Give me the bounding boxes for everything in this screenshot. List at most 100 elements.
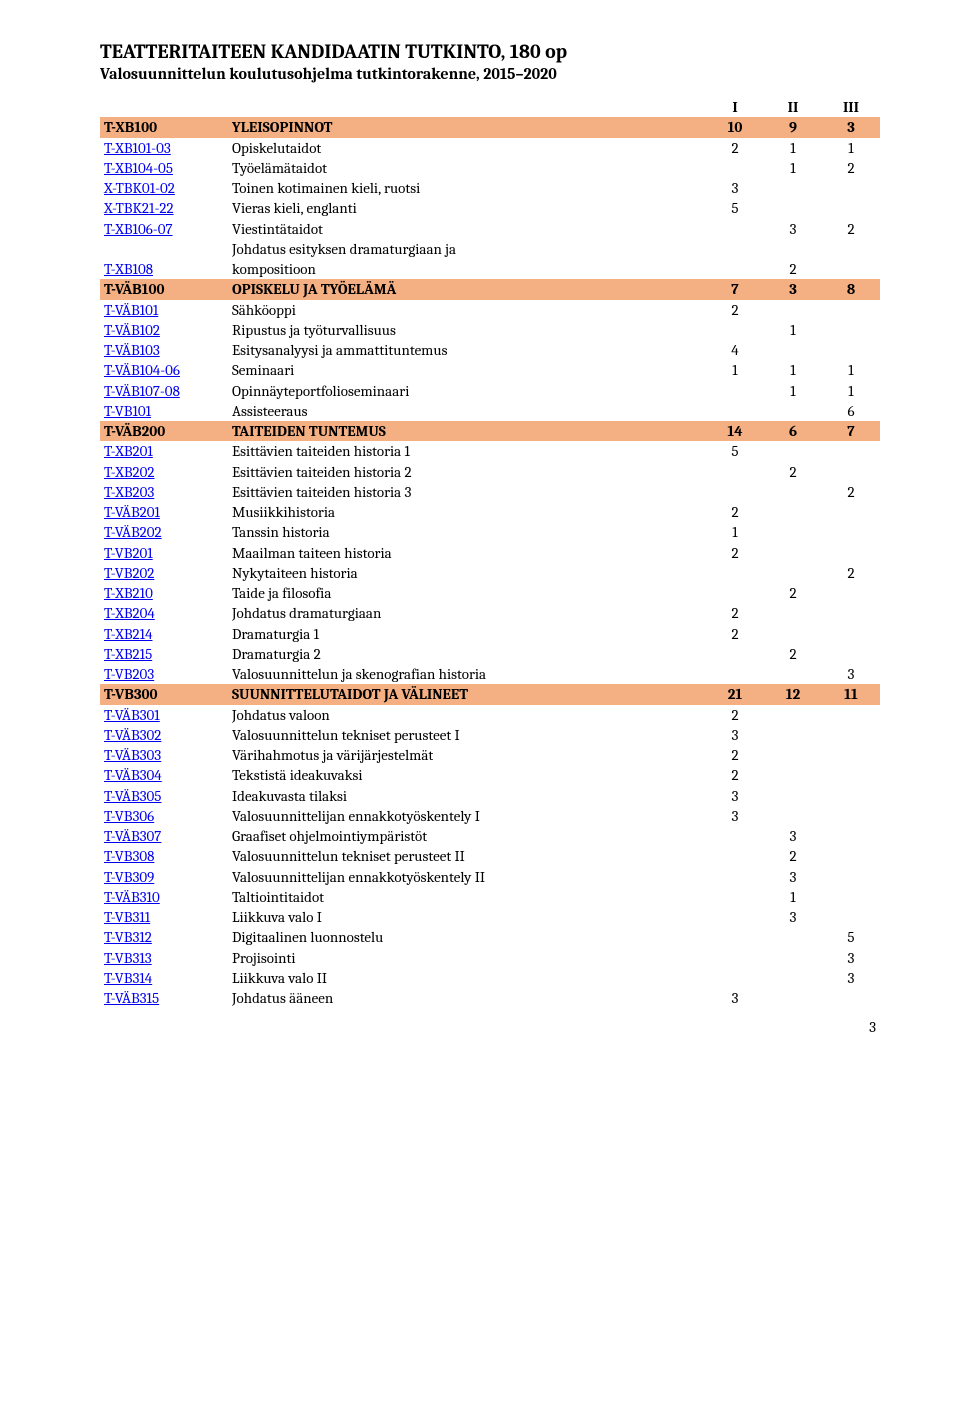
credits-col-2 <box>764 745 822 765</box>
credits-col-3 <box>822 644 880 664</box>
table-row: T-VÄB107-08Opinnäyteportfolioseminaari11 <box>100 381 880 401</box>
credits-col-1 <box>706 948 764 968</box>
credits-col-1: 2 <box>706 300 764 320</box>
credits-col-2 <box>764 401 822 421</box>
course-code-link[interactable]: T-XB215 <box>104 645 152 663</box>
course-label: YLEISOPINNOT <box>228 117 706 137</box>
credits-col-2 <box>764 563 822 583</box>
credits-col-1: 10 <box>706 117 764 137</box>
course-label: Graafiset ohjelmointiympäristöt <box>228 826 706 846</box>
credits-col-1 <box>706 462 764 482</box>
credits-col-2: 1 <box>764 887 822 907</box>
table-row: T-XB204Johdatus dramaturgiaan2 <box>100 603 880 623</box>
course-code-link[interactable]: T-VÄB104-06 <box>104 361 180 379</box>
credits-col-1: 4 <box>706 340 764 360</box>
course-code-link[interactable]: T-VÄB202 <box>104 523 162 541</box>
course-label: Assisteeraus <box>228 401 706 421</box>
course-code-link[interactable]: T-VB312 <box>104 928 152 946</box>
credits-col-1 <box>706 867 764 887</box>
course-code-link[interactable]: T-VÄB310 <box>104 888 160 906</box>
credits-col-2: 1 <box>764 320 822 340</box>
course-code-link[interactable]: T-VÄB307 <box>104 827 161 845</box>
credits-col-2: 6 <box>764 421 822 441</box>
course-code-link[interactable]: T-XB101-03 <box>104 139 171 157</box>
credits-col-3 <box>822 178 880 198</box>
course-code: T-XB203 <box>100 482 228 502</box>
credits-col-1 <box>706 259 764 279</box>
course-code: T-VÄB315 <box>100 988 228 1008</box>
course-code-link[interactable]: T-XB108 <box>104 260 153 278</box>
course-code-link[interactable]: T-XB210 <box>104 584 153 602</box>
course-code-link[interactable]: T-XB202 <box>104 463 154 481</box>
course-code-link[interactable]: T-XB204 <box>104 604 155 622</box>
course-code-link[interactable]: T-VÄB315 <box>104 989 159 1007</box>
credits-col-2 <box>764 765 822 785</box>
table-row: T-XB104-05Työelämätaidot12 <box>100 158 880 178</box>
table-row: T-VÄB201Musiikkihistoria2 <box>100 502 880 522</box>
credits-col-3: 1 <box>822 138 880 158</box>
credits-col-2 <box>764 624 822 644</box>
course-code-link[interactable]: T-VB202 <box>104 564 154 582</box>
table-row: T-VÄB103 Esitysanalyysi ja ammattituntemu… <box>100 340 880 360</box>
course-code-link[interactable]: T-VÄB101 <box>104 301 158 319</box>
course-code-link[interactable]: T-XB214 <box>104 625 152 643</box>
course-label: Toinen kotimainen kieli, ruotsi <box>228 178 706 198</box>
course-code-link[interactable]: T-VÄB201 <box>104 503 160 521</box>
course-code-link[interactable]: T-VB313 <box>104 949 152 967</box>
course-code: T-VB314 <box>100 968 228 988</box>
header-blank-code <box>100 97 228 117</box>
credits-col-3: 11 <box>822 684 880 704</box>
section-row: T-VÄB100OPISKELU JA TYÖELÄMÄ738 <box>100 279 880 299</box>
course-code: T-VÄB100 <box>100 279 228 299</box>
course-code-link[interactable]: T-VÄB301 <box>104 706 160 724</box>
credits-col-2 <box>764 198 822 218</box>
course-code: T-XB215 <box>100 644 228 664</box>
course-code-link[interactable]: T-XB104-05 <box>104 159 173 177</box>
course-code-link[interactable]: T-VÄB304 <box>104 766 162 784</box>
course-code-link[interactable]: X-TBK21-22 <box>104 199 174 217</box>
credits-col-3: 2 <box>822 563 880 583</box>
course-code-link[interactable]: T-VÄB302 <box>104 726 161 744</box>
table-row: T-XB215Dramaturgia 22 <box>100 644 880 664</box>
course-code-link[interactable]: T-VB306 <box>104 807 154 825</box>
credits-col-1: 3 <box>706 988 764 1008</box>
course-code-link[interactable]: T-VÄB305 <box>104 787 161 805</box>
course-code-link[interactable]: T-VÄB102 <box>104 321 160 339</box>
course-code-link[interactable]: T-VÄB107-08 <box>104 382 180 400</box>
course-code-link[interactable]: T-VB201 <box>104 544 153 562</box>
credits-col-1: 2 <box>706 745 764 765</box>
credits-col-1: 2 <box>706 138 764 158</box>
credits-col-3 <box>822 300 880 320</box>
credits-col-3 <box>822 340 880 360</box>
course-label: Maailman taiteen historia <box>228 543 706 563</box>
course-code-link[interactable]: T-VB311 <box>104 908 150 926</box>
course-label: Esittävien taiteiden historia 1 <box>228 441 706 461</box>
course-code-link[interactable]: X-TBK01-02 <box>104 179 175 197</box>
course-code-link[interactable]: T-XB106-07 <box>104 220 173 238</box>
course-label: Esitysanalyysi ja ammattituntemus <box>228 340 706 360</box>
course-code-link[interactable]: T-XB201 <box>104 442 153 460</box>
credits-col-2: 3 <box>764 279 822 299</box>
course-code-link[interactable]: T-VB203 <box>104 665 154 683</box>
course-code-link[interactable]: T-XB203 <box>104 483 154 501</box>
course-code: T-VÄB202 <box>100 522 228 542</box>
course-code-link[interactable]: T-VB101 <box>104 402 151 420</box>
course-code-link[interactable]: T-VÄB103 <box>104 341 160 359</box>
table-row: T-VÄB305Ideakuvasta tilaksi3 <box>100 786 880 806</box>
credits-col-2 <box>764 178 822 198</box>
credits-col-2 <box>764 988 822 1008</box>
credits-col-1 <box>706 320 764 340</box>
credits-col-3: 5 <box>822 927 880 947</box>
credits-col-3 <box>822 725 880 745</box>
page-subtitle: Valosuunnittelun koulutusohjelma tutkint… <box>100 65 880 83</box>
course-code-link[interactable]: T-VB314 <box>104 969 152 987</box>
credits-col-1: 2 <box>706 543 764 563</box>
course-code: T-XB100 <box>100 117 228 137</box>
table-row: T-VÄB303Värihahmotus ja värijärjestelmät… <box>100 745 880 765</box>
credits-col-2 <box>764 725 822 745</box>
course-code-link[interactable]: T-VB309 <box>104 868 154 886</box>
course-code-link[interactable]: T-VB308 <box>104 847 154 865</box>
course-code-link[interactable]: T-VÄB303 <box>104 746 161 764</box>
credits-col-2 <box>764 968 822 988</box>
course-code: T-VÄB304 <box>100 765 228 785</box>
